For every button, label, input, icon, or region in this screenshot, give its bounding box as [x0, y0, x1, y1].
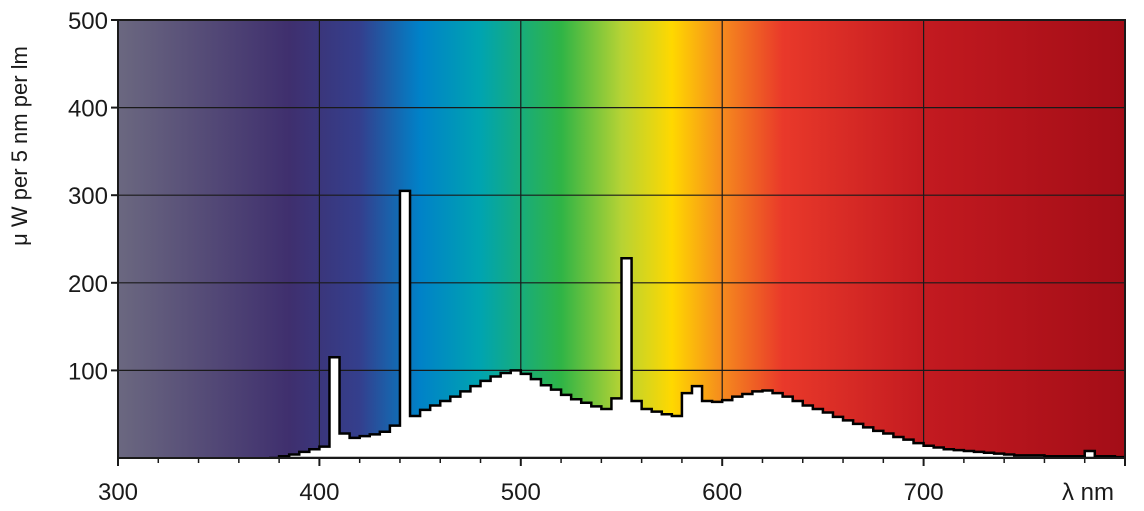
axis-ticks: [111, 19, 1126, 466]
x-tick-label-700: 700: [904, 479, 944, 506]
x-tick-label-300: 300: [98, 479, 138, 506]
y-tick-label-500: 500: [68, 8, 108, 35]
y-tick-label-400: 400: [68, 96, 108, 123]
x-tick-label-600: 600: [702, 479, 742, 506]
plot-frame: [117, 19, 1126, 459]
x-axis-unit-label: λ nm: [1062, 479, 1114, 506]
y-axis-label: μ W per 5 nm per lm: [7, 46, 32, 246]
x-tick-label-500: 500: [501, 479, 541, 506]
axis-labels: 300 400 500 600 700 100 200 300 400 500: [68, 8, 944, 506]
spectral-distribution-area: [269, 189, 1125, 458]
x-tick-label-400: 400: [299, 479, 339, 506]
y-tick-label-100: 100: [68, 358, 108, 385]
y-tick-label-200: 200: [68, 271, 108, 298]
y-tick-label-300: 300: [68, 183, 108, 210]
